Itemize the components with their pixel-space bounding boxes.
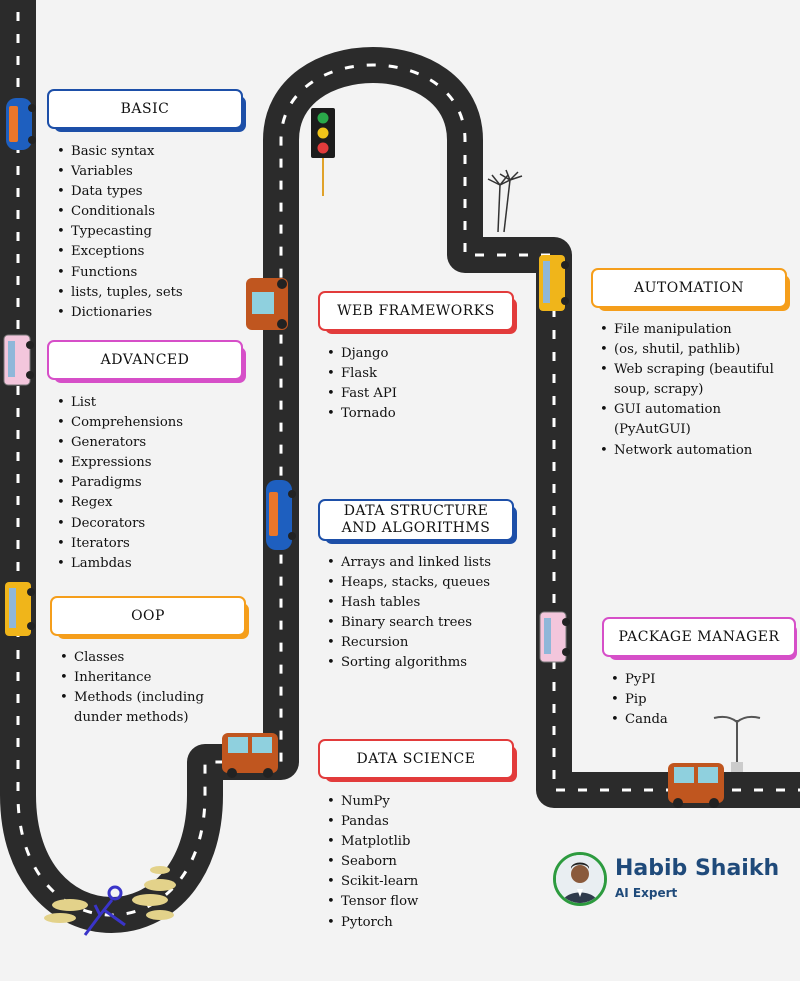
street-lamp-icon bbox=[713, 715, 761, 772]
list-item: PyPI bbox=[611, 670, 668, 690]
list-item: Iterators bbox=[57, 534, 183, 554]
car-blue-icon-2 bbox=[266, 480, 296, 550]
list-item: Data types bbox=[57, 182, 183, 202]
list-item: Basic syntax bbox=[57, 142, 183, 162]
list-item: Exceptions bbox=[57, 242, 183, 262]
basic-title: BASIC bbox=[120, 100, 170, 117]
grass-decoration-icon bbox=[44, 866, 176, 923]
advanced-title: ADVANCED bbox=[100, 351, 190, 368]
package-title: PACKAGE MANAGER bbox=[618, 628, 780, 645]
automation-title-box: AUTOMATION bbox=[591, 268, 790, 311]
list-item: NumPy bbox=[327, 792, 418, 812]
web-title: WEB FRAMEWORKS bbox=[337, 302, 495, 319]
list-item: Sorting algorithms bbox=[327, 653, 491, 673]
advanced-list: List Comprehensions Generators Expressio… bbox=[57, 393, 183, 574]
list-item: Expressions bbox=[57, 453, 183, 473]
package-title-box: PACKAGE MANAGER bbox=[602, 617, 797, 660]
basic-title-box: BASIC bbox=[47, 89, 246, 132]
bus-pink-icon bbox=[3, 334, 34, 386]
list-item: Pytorch bbox=[327, 913, 418, 933]
science-title: DATA SCIENCE bbox=[356, 750, 476, 767]
palm-trees-icon bbox=[487, 169, 523, 233]
list-item: Generators bbox=[57, 433, 183, 453]
oop-list: Classes Inheritance Methods (including d… bbox=[60, 648, 204, 728]
list-item: Recursion bbox=[327, 633, 491, 653]
list-item: Tornado bbox=[327, 404, 397, 424]
package-list: PyPI Pip Canda bbox=[611, 670, 668, 730]
list-item: Tensor flow bbox=[327, 892, 418, 912]
runner-figure-icon bbox=[83, 885, 126, 936]
list-item: List bbox=[57, 393, 183, 413]
list-item: File manipulation bbox=[600, 320, 774, 340]
car-orange-icon-2 bbox=[222, 733, 278, 778]
car-orange-icon bbox=[246, 278, 288, 330]
list-item: Hash tables bbox=[327, 593, 491, 613]
list-item: Inheritance bbox=[60, 668, 204, 688]
science-title-box: DATA SCIENCE bbox=[318, 739, 517, 782]
list-item: Decorators bbox=[57, 514, 183, 534]
list-item: Functions bbox=[57, 263, 183, 283]
list-item: Typecasting bbox=[57, 222, 183, 242]
list-item: Paradigms bbox=[57, 473, 183, 493]
author-role: AI Expert bbox=[615, 886, 678, 900]
automation-title: AUTOMATION bbox=[634, 279, 744, 296]
list-item: Conditionals bbox=[57, 202, 183, 222]
list-item: Matplotlib bbox=[327, 832, 418, 852]
list-item: Web scraping (beautiful bbox=[600, 360, 774, 380]
dsa-list: Arrays and linked lists Heaps, stacks, q… bbox=[327, 553, 491, 674]
list-item: Django bbox=[327, 344, 397, 364]
list-item: Variables bbox=[57, 162, 183, 182]
list-item: soup, scrapy) bbox=[614, 382, 704, 398]
dsa-title-line2: AND ALGORITHMS bbox=[341, 520, 491, 536]
science-list: NumPy Pandas Matplotlib Seaborn Scikit-l… bbox=[327, 792, 418, 933]
dsa-title-line1: DATA STRUCTURE bbox=[343, 503, 489, 519]
list-item: Binary search trees bbox=[327, 613, 491, 633]
oop-title-box: OOP bbox=[50, 596, 249, 639]
list-item: Comprehensions bbox=[57, 413, 183, 433]
car-orange-icon-3 bbox=[668, 763, 724, 808]
author-name: Habib Shaikh bbox=[615, 856, 780, 881]
dsa-title-box: DATA STRUCTURE AND ALGORITHMS bbox=[318, 499, 517, 544]
list-item: Pandas bbox=[327, 812, 418, 832]
list-item: lists, tuples, sets bbox=[57, 283, 183, 303]
list-item: dunder methods) bbox=[74, 710, 189, 726]
web-title-box: WEB FRAMEWORKS bbox=[318, 291, 517, 334]
list-item: Methods (including bbox=[60, 688, 204, 708]
list-item: Arrays and linked lists bbox=[327, 553, 491, 573]
advanced-title-box: ADVANCED bbox=[47, 340, 246, 383]
list-item: (PyAutGUI) bbox=[614, 422, 691, 438]
list-item: Lambdas bbox=[57, 554, 183, 574]
oop-title: OOP bbox=[131, 607, 165, 624]
list-item: Classes bbox=[60, 648, 204, 668]
avatar-person-icon bbox=[556, 855, 604, 903]
list-item: (os, shutil, pathlib) bbox=[600, 340, 774, 360]
car-blue-icon bbox=[6, 98, 36, 150]
list-item: Heaps, stacks, queues bbox=[327, 573, 491, 593]
bus-pink-icon-2 bbox=[539, 611, 570, 663]
bus-yellow-icon-2 bbox=[539, 255, 569, 311]
traffic-light-icon bbox=[311, 108, 335, 196]
list-item: Scikit-learn bbox=[327, 872, 418, 892]
list-item: Flask bbox=[327, 364, 397, 384]
list-item: Fast API bbox=[327, 384, 397, 404]
avatar bbox=[553, 852, 607, 906]
basic-list: Basic syntax Variables Data types Condit… bbox=[57, 142, 183, 323]
list-item: Pip bbox=[611, 690, 668, 710]
automation-list: File manipulation (os, shutil, pathlib) … bbox=[600, 320, 774, 461]
author-badge: Habib Shaikh AI Expert bbox=[553, 852, 793, 908]
web-list: Django Flask Fast API Tornado bbox=[327, 344, 397, 424]
list-item: Seaborn bbox=[327, 852, 418, 872]
list-item: Dictionaries bbox=[57, 303, 183, 323]
bus-yellow-icon bbox=[5, 582, 35, 636]
list-item: Regex bbox=[57, 493, 183, 513]
list-item: Network automation bbox=[600, 441, 774, 461]
list-item: GUI automation bbox=[600, 400, 774, 420]
list-item: Canda bbox=[611, 710, 668, 730]
